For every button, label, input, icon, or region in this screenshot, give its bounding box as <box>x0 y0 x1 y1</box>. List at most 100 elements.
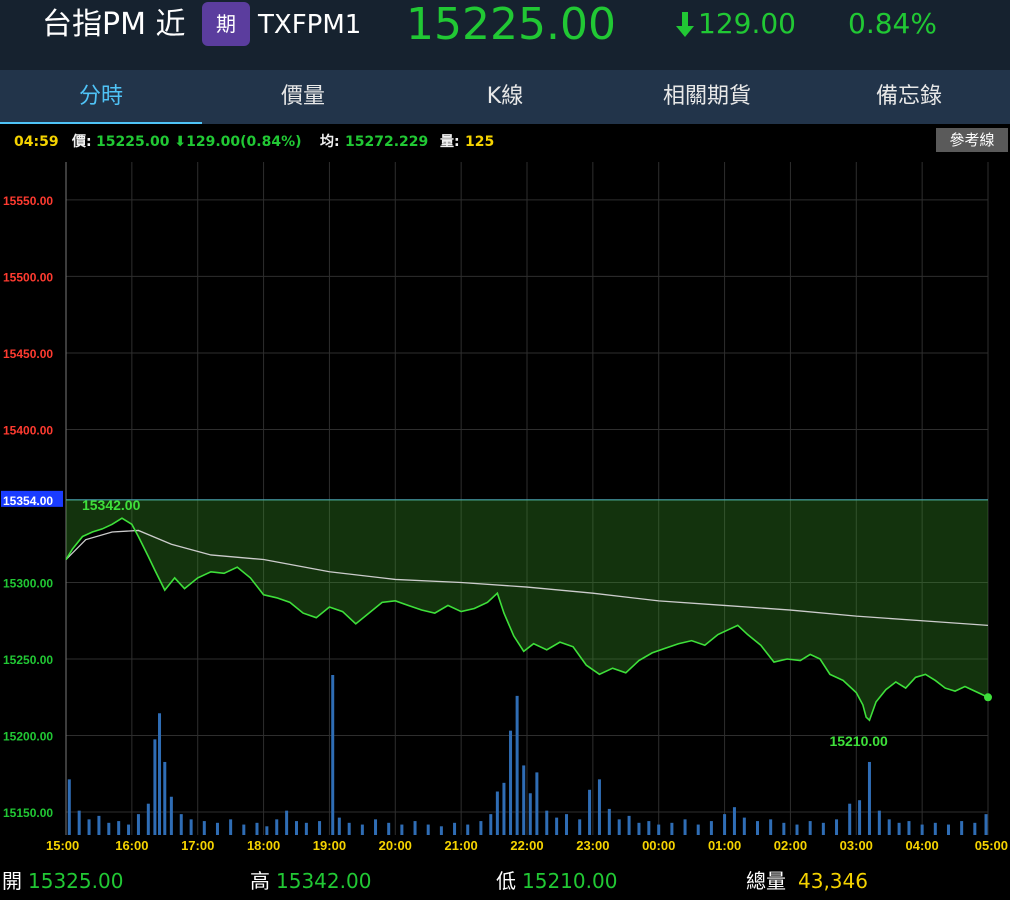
info-time: 04:59 <box>14 134 59 150</box>
volume-bar <box>275 819 279 835</box>
open-label: 開 <box>2 869 22 893</box>
volume-bar <box>808 821 812 835</box>
volume-bar <box>466 824 470 835</box>
quote-header: 台指PM 近 期 TXFPM1 15225.00 129.00 0.84% <box>0 0 1010 70</box>
volume-bar <box>835 819 839 835</box>
info-vol-label: 量: <box>440 134 460 150</box>
x-tick-label: 02:00 <box>774 838 807 853</box>
y-tick-label: 15250.00 <box>3 653 53 667</box>
volume-bar <box>545 810 549 835</box>
intraday-chart[interactable]: 15550.00 15500.00 15450.00 15400.00 15354.00… <box>0 154 1010 866</box>
volume-bar <box>696 824 700 835</box>
summary-bar: 開 15325.00 高 15342.00 低 15210.00 總量 43,3… <box>0 866 1010 900</box>
volume-bar <box>683 819 687 835</box>
tab-intraday[interactable]: 分時 <box>0 70 202 124</box>
volume-bar <box>887 819 891 835</box>
volume-bar <box>304 822 308 835</box>
volume-bar <box>933 822 937 835</box>
x-tick-label: 21:00 <box>445 838 478 853</box>
volume-bar <box>215 822 219 835</box>
volume-bar <box>502 782 506 835</box>
volume-bar <box>920 824 924 835</box>
volume-bar <box>877 810 881 835</box>
x-tick-label: 22:00 <box>510 838 543 853</box>
volume-bar <box>528 793 532 835</box>
volume-bar <box>858 800 862 835</box>
volume-bar <box>374 819 378 835</box>
volume-bar <box>960 821 964 835</box>
tab-bar: 分時 價量 K線 相關期貨 備忘錄 <box>0 70 1010 124</box>
x-tick-label: 19:00 <box>313 838 346 853</box>
volume-bar <box>742 817 746 835</box>
tab-memo[interactable]: 備忘錄 <box>808 70 1010 124</box>
volume-bar <box>522 765 526 835</box>
tab-price-volume[interactable]: 價量 <box>202 70 404 124</box>
volume-bar <box>87 819 91 835</box>
volume-bar <box>169 796 173 835</box>
volume-bar <box>723 814 727 835</box>
volume-bar <box>265 826 269 835</box>
x-tick-label: 00:00 <box>642 838 675 853</box>
x-tick-label: 23:00 <box>576 838 609 853</box>
y-tick-label: 15550.00 <box>3 194 53 208</box>
y-tick-label: 15400.00 <box>3 423 53 437</box>
volume-bar <box>756 821 759 835</box>
volume-bar <box>347 822 351 835</box>
x-tick-label: 04:00 <box>906 838 939 853</box>
volume-bar <box>946 824 950 835</box>
volume-bar <box>709 821 713 835</box>
info-price-label: 價: <box>72 134 92 150</box>
volume-bar <box>426 824 430 835</box>
volume-bar <box>97 815 101 835</box>
volume-bar <box>489 814 493 835</box>
volume-bar <box>588 789 592 835</box>
volume-bar <box>127 824 131 835</box>
contract-code: TXFPM1 <box>258 10 362 40</box>
volume-bar <box>453 822 457 835</box>
low-label: 低 <box>496 869 516 893</box>
x-tick-label: 03:00 <box>840 838 873 853</box>
cursor-info-bar: 04:59 價: 15225.00 ⬇129.00(0.84%) 均: 1527… <box>0 130 1010 154</box>
volume-bar <box>578 819 582 835</box>
x-tick-label: 18:00 <box>247 838 280 853</box>
y-tick-label: 15300.00 <box>3 576 53 590</box>
volume-bar <box>535 772 539 835</box>
volume-bar <box>117 821 121 835</box>
x-tick-label: 15:00 <box>46 838 79 853</box>
volume-bar <box>179 814 183 835</box>
volume-bar <box>67 779 71 835</box>
reference-tick-box <box>1 490 63 507</box>
volume-bar <box>413 821 417 835</box>
volume-bar <box>769 819 773 835</box>
volume-bar <box>848 803 852 835</box>
low-price-label: 15210.00 <box>829 733 888 749</box>
volume-bar <box>565 814 569 835</box>
price-line <box>65 517 989 722</box>
volume-bar <box>202 821 206 835</box>
reference-line-button[interactable]: 參考線 <box>936 128 1008 152</box>
volume-bar <box>255 822 259 835</box>
volume-bar <box>973 822 977 835</box>
tab-kline[interactable]: K線 <box>404 70 606 124</box>
high-label: 高 <box>250 869 270 893</box>
volume-bar <box>907 821 911 835</box>
volume-bar <box>285 810 289 835</box>
volume-bar <box>509 730 513 835</box>
y-tick-label: 15150.00 <box>3 806 53 820</box>
futures-badge: 期 <box>202 2 250 46</box>
volume-bar <box>821 822 825 835</box>
tab-label: K線 <box>486 84 524 109</box>
contract-name: 台指PM 近 <box>42 7 186 42</box>
volume-bar <box>627 815 631 835</box>
x-tick-label: 17:00 <box>181 838 214 853</box>
price-change: 129.00 <box>698 7 796 40</box>
volume-bar <box>782 822 786 835</box>
tab-label: 備忘錄 <box>875 84 942 109</box>
down-arrow-icon <box>676 12 694 37</box>
tab-related-futures[interactable]: 相關期貨 <box>606 70 808 124</box>
volume-bar <box>597 779 601 835</box>
volume-bar <box>295 821 298 835</box>
open-value: 15325.00 <box>28 869 124 893</box>
volume-bar <box>158 713 162 835</box>
volume-bar <box>670 822 674 835</box>
